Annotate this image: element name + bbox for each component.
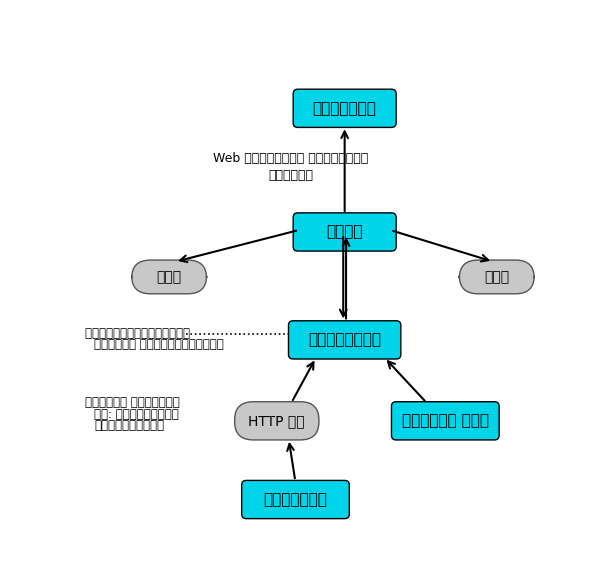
Text: 設定: ポート、プローブ、: 設定: ポート、プローブ、 (94, 408, 179, 420)
Text: バックエンド トラフィックに合成します: バックエンド トラフィックに合成します (94, 338, 224, 351)
FancyBboxPatch shape (234, 402, 319, 440)
FancyBboxPatch shape (132, 260, 207, 294)
Text: フロントエンド: フロントエンド (313, 101, 377, 116)
FancyBboxPatch shape (293, 89, 396, 127)
FancyBboxPatch shape (460, 260, 535, 294)
Text: 証明書: 証明書 (484, 270, 509, 284)
Text: 正常性プローブ: 正常性プローブ (263, 492, 327, 507)
FancyBboxPatch shape (293, 213, 396, 251)
Text: ルーティング規則: ルーティング規則 (308, 332, 381, 347)
Text: ルールによってフロントエンドを: ルールによってフロントエンドを (85, 326, 194, 340)
Text: リスナー: リスナー (326, 224, 363, 239)
Text: 持続性、タイムアウト: 持続性、タイムアウト (94, 419, 164, 432)
Text: バックエンド トラフィックの: バックエンド トラフィックの (85, 397, 184, 409)
Text: Web アプリケーション ファイアウォール
（省略可能）: Web アプリケーション ファイアウォール （省略可能） (213, 152, 368, 182)
FancyBboxPatch shape (289, 321, 401, 359)
Text: バックエンド プール: バックエンド プール (402, 413, 489, 428)
Text: ポート: ポート (156, 270, 182, 284)
Text: HTTP 設定: HTTP 設定 (248, 414, 305, 428)
FancyBboxPatch shape (242, 481, 349, 519)
FancyBboxPatch shape (391, 402, 499, 440)
